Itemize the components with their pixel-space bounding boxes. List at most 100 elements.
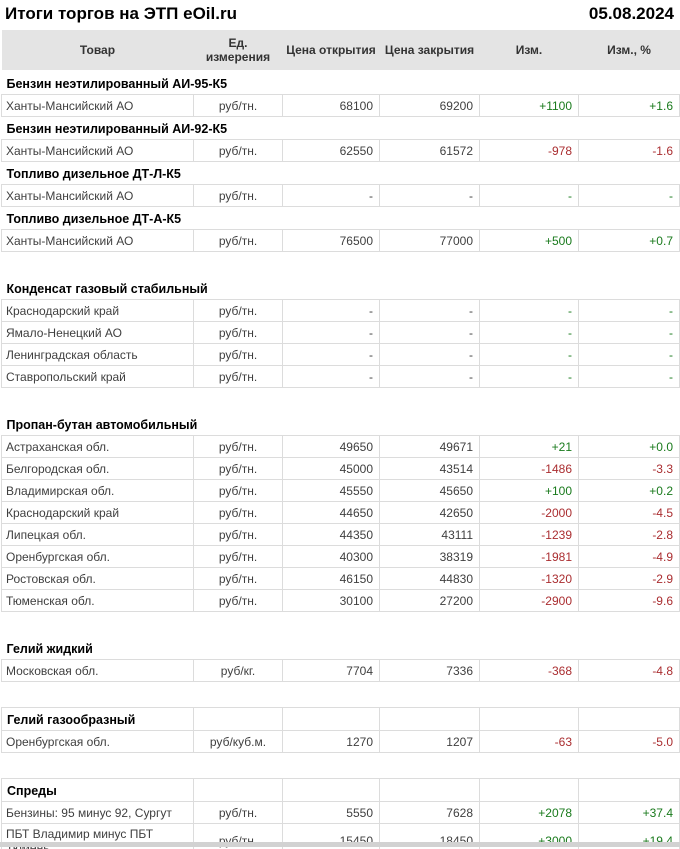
section-header-row: Гелий жидкий bbox=[2, 637, 680, 660]
unit-cell: руб/куб.м. bbox=[193, 730, 283, 753]
change-pct-cell: -4.9 bbox=[578, 545, 680, 568]
unit-cell: руб/тн. bbox=[193, 299, 283, 322]
region-cell: Белгородская обл. bbox=[1, 457, 194, 480]
unit-cell: руб/тн. bbox=[193, 545, 283, 568]
region-cell: Тюменская обл. bbox=[1, 589, 194, 612]
col-header-unit: Ед. измерения bbox=[193, 29, 283, 71]
unit-cell: руб/тн. bbox=[193, 94, 283, 117]
table-row: Ханты-Мансийский АО руб/тн. 68100 69200 +110… bbox=[1, 94, 680, 117]
empty-cell bbox=[578, 707, 680, 731]
empty-cell bbox=[479, 778, 579, 802]
close-price-cell: 42650 bbox=[379, 501, 480, 524]
change-pct-cell: - bbox=[578, 299, 680, 322]
empty-cell bbox=[193, 707, 283, 731]
change-pct-cell: -4.8 bbox=[578, 659, 680, 682]
table-row: Бензины: 95 минус 92, Сургут руб/тн. 5550 7… bbox=[1, 801, 680, 824]
table-row: Ленинградская область руб/тн. - - - - bbox=[1, 343, 680, 366]
spacer-cell bbox=[2, 252, 680, 278]
region-cell: Ямало-Ненецкий АО bbox=[1, 321, 194, 344]
unit-cell: руб/тн. bbox=[193, 567, 283, 590]
region-cell: Ханты-Мансийский АО bbox=[1, 184, 194, 207]
change-cell: -1486 bbox=[479, 457, 579, 480]
empty-cell bbox=[578, 778, 680, 802]
open-price-cell: - bbox=[282, 321, 380, 344]
change-pct-cell: -9.6 bbox=[578, 589, 680, 612]
close-price-cell: 43111 bbox=[379, 523, 480, 546]
close-price-cell: 27200 bbox=[379, 589, 480, 612]
change-pct-cell: -2.9 bbox=[578, 567, 680, 590]
close-price-cell: - bbox=[379, 365, 480, 388]
spacer-cell bbox=[2, 612, 680, 638]
table-row: Оренбургская обл. руб/тн. 40300 38319 -1981-… bbox=[1, 545, 680, 568]
change-cell: - bbox=[479, 365, 579, 388]
spacer-row bbox=[2, 682, 680, 708]
close-price-cell: 7628 bbox=[379, 801, 480, 824]
close-price-cell: - bbox=[379, 321, 480, 344]
col-header-close-price: Цена закрытия bbox=[379, 29, 480, 71]
trading-results-table: Товар Ед. измерения Цена открытия Цена з… bbox=[1, 28, 680, 849]
table-row: Краснодарский край руб/тн. 44650 42650 -2000… bbox=[1, 501, 680, 524]
open-price-cell: 30100 bbox=[282, 589, 380, 612]
region-cell: Московская обл. bbox=[1, 659, 194, 682]
close-price-cell: - bbox=[379, 184, 480, 207]
table-row: Ханты-Мансийский АО руб/тн. - - - - bbox=[1, 184, 680, 207]
close-price-cell: - bbox=[379, 299, 480, 322]
section-name: Пропан-бутан автомобильный bbox=[6, 417, 198, 432]
change-cell: - bbox=[479, 184, 579, 207]
section-header-row: Топливо дизельное ДТ-А-К5 bbox=[2, 207, 680, 230]
section-name: Гелий газообразный bbox=[1, 707, 194, 731]
section-name: Спреды bbox=[1, 778, 194, 802]
open-price-cell: 49650 bbox=[282, 435, 380, 458]
unit-cell: руб/тн. bbox=[193, 501, 283, 524]
change-pct-cell: -5.0 bbox=[578, 730, 680, 753]
change-cell: - bbox=[479, 299, 579, 322]
region-cell: Краснодарский край bbox=[1, 501, 194, 524]
change-cell: +2078 bbox=[479, 801, 579, 824]
title-bar: Итоги торгов на ЭТП eOil.ru 05.08.2024 bbox=[0, 0, 680, 28]
unit-cell: руб/тн. bbox=[193, 435, 283, 458]
table-header: Товар Ед. измерения Цена открытия Цена з… bbox=[1, 29, 680, 71]
region-cell: Липецкая обл. bbox=[1, 523, 194, 546]
spacer-cell bbox=[2, 682, 680, 708]
section-header-row: Конденсат газовый стабильный bbox=[2, 277, 680, 300]
empty-cell bbox=[282, 707, 380, 731]
bottom-border-strip bbox=[0, 842, 680, 847]
open-price-cell: 68100 bbox=[282, 94, 380, 117]
close-price-cell: 44830 bbox=[379, 567, 480, 590]
unit-cell: руб/тн. bbox=[193, 479, 283, 502]
change-cell: -2900 bbox=[479, 589, 579, 612]
table-row: Ханты-Мансийский АО руб/тн. 62550 61572 -978… bbox=[1, 139, 680, 162]
change-pct-cell: +1.6 bbox=[578, 94, 680, 117]
spacer-row bbox=[2, 753, 680, 779]
change-pct-cell: -1.6 bbox=[578, 139, 680, 162]
region-cell: Оренбургская обл. bbox=[1, 730, 194, 753]
table-row: Краснодарский край руб/тн. - - - - bbox=[1, 299, 680, 322]
spacer-cell bbox=[2, 753, 680, 779]
open-price-cell: - bbox=[282, 299, 380, 322]
change-cell: -1320 bbox=[479, 567, 579, 590]
change-cell: - bbox=[479, 321, 579, 344]
table-row: Ростовская обл. руб/тн. 46150 44830 -1320 -2.… bbox=[1, 567, 680, 590]
unit-cell: руб/тн. bbox=[193, 321, 283, 344]
open-price-cell: 7704 bbox=[282, 659, 380, 682]
close-price-cell: 69200 bbox=[379, 94, 480, 117]
change-pct-cell: +37.4 bbox=[578, 801, 680, 824]
table-row: Ханты-Мансийский АО руб/тн. 76500 77000 +500… bbox=[1, 229, 680, 252]
section-header-row: Спреды bbox=[1, 778, 680, 802]
open-price-cell: 76500 bbox=[282, 229, 380, 252]
section-header-row: Бензин неэтилированный АИ-92-К5 bbox=[2, 117, 680, 140]
spacer-row bbox=[2, 252, 680, 278]
table-row: Ставропольский край руб/тн. - - - - bbox=[1, 365, 680, 388]
empty-cell bbox=[479, 707, 579, 731]
change-cell: +21 bbox=[479, 435, 579, 458]
col-header-change-pct: Изм., % bbox=[578, 29, 680, 71]
section-header-row: Бензин неэтилированный АИ-95-К5 bbox=[2, 71, 680, 95]
region-cell: Ханты-Мансийский АО bbox=[1, 94, 194, 117]
close-price-cell: 49671 bbox=[379, 435, 480, 458]
change-cell: -2000 bbox=[479, 501, 579, 524]
open-price-cell: - bbox=[282, 343, 380, 366]
empty-cell bbox=[379, 778, 480, 802]
change-cell: -368 bbox=[479, 659, 579, 682]
region-cell: Ленинградская область bbox=[1, 343, 194, 366]
change-pct-cell: - bbox=[578, 365, 680, 388]
